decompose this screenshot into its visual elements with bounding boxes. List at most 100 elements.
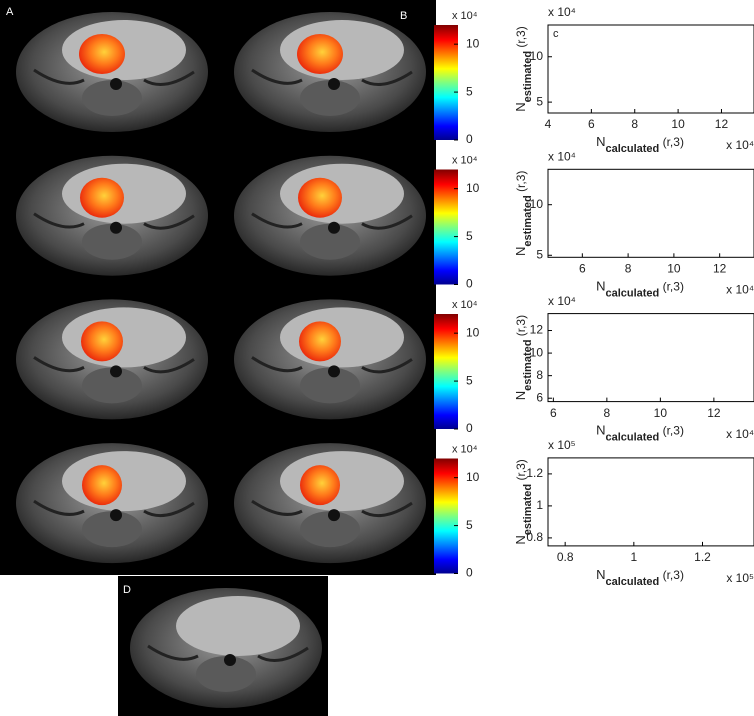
mri-slice — [14, 297, 210, 421]
overlay — [80, 177, 124, 218]
y-multiplier: x 10⁵ — [548, 438, 576, 452]
label-suffix: (r,3) — [659, 568, 684, 582]
colorbar — [434, 169, 458, 285]
y-tick-label: 10 — [466, 470, 480, 484]
x-tick-label: 0.8 — [557, 550, 574, 564]
xlabel: Ncalculated (r,3) — [596, 567, 684, 587]
y-multiplier: x 10⁴ — [548, 5, 576, 19]
label-base: N — [596, 134, 605, 149]
y-tick-label: 6 — [536, 390, 543, 404]
mri-slice — [14, 441, 210, 565]
x-tick-label: 8 — [631, 117, 638, 131]
colorbar — [434, 25, 458, 140]
overlay — [81, 321, 123, 362]
label-sub: estimated — [522, 195, 534, 246]
panel-label: D — [123, 584, 131, 596]
y-tick-label: 5 — [536, 247, 543, 261]
axes-box — [547, 313, 754, 403]
brain — [14, 154, 210, 278]
xlabel: Ncalculated (r,3) — [596, 279, 684, 299]
panel-label: B — [400, 10, 407, 22]
axes-box — [547, 457, 754, 547]
overlay — [297, 34, 343, 74]
overlay — [298, 177, 342, 218]
y-multiplier: x 10⁴ — [548, 149, 576, 163]
ylabel: Nestimated (r,3) — [513, 171, 533, 256]
y-tick-label: 10 — [466, 325, 480, 339]
x-multiplier: x 10⁴ — [726, 138, 754, 152]
x-tick-label: 4 — [545, 117, 552, 131]
y-tick-label: 5 — [466, 373, 473, 387]
label-suffix: (r,3) — [514, 459, 528, 484]
y-tick-label: 0 — [466, 566, 473, 580]
y-tick-label: 1.2 — [526, 466, 543, 480]
label-base: N — [596, 423, 605, 438]
label-sub: calculated — [605, 143, 659, 155]
mri-images — [14, 10, 428, 710]
brain — [232, 297, 428, 421]
brain — [232, 441, 428, 565]
x-tick-label: 8 — [625, 261, 632, 275]
colorbar-multiplier: x 10⁴ — [452, 299, 478, 311]
x-tick-label: 1 — [630, 550, 637, 564]
y-tick-label: 10 — [466, 36, 480, 50]
ylabel: Nestimated (r,3) — [513, 459, 533, 544]
x-multiplier: x 10⁴ — [726, 427, 754, 441]
mri-slice — [128, 586, 324, 710]
y-tick-label: 0 — [466, 132, 473, 146]
y-tick-label: 0.8 — [526, 530, 543, 544]
label-base: N — [513, 102, 528, 111]
label-suffix: (r,3) — [659, 424, 684, 438]
label-base: N — [596, 279, 605, 294]
colorbar — [434, 314, 458, 429]
label-sub: calculated — [605, 576, 659, 588]
x-tick-label: 12 — [713, 261, 727, 275]
label-base: N — [596, 567, 605, 582]
y-tick-label: 0 — [466, 421, 473, 435]
y-tick-label: 5 — [466, 84, 473, 98]
label-suffix: (r,3) — [659, 135, 684, 149]
mri-slice — [232, 10, 428, 134]
y-tick-label: 10 — [530, 49, 544, 63]
colorbar-multiplier: x 10⁴ — [452, 443, 478, 455]
axes-box — [547, 168, 754, 258]
x-tick-label: 6 — [588, 117, 595, 131]
label-sub: estimated — [522, 51, 534, 102]
label-suffix: (r,3) — [514, 315, 528, 340]
overlay — [299, 321, 341, 362]
x-tick-label: 6 — [550, 406, 557, 420]
y-tick-label: 0 — [466, 277, 473, 291]
y-tick-label: 10 — [530, 345, 544, 359]
x-multiplier: x 10⁵ — [726, 571, 754, 585]
label-suffix: (r,3) — [659, 279, 684, 293]
y-multiplier: x 10⁴ — [548, 294, 576, 308]
ylabel: Nestimated (r,3) — [513, 26, 533, 111]
x-tick-label: 10 — [667, 261, 681, 275]
mri-slice — [232, 297, 428, 421]
xlabel: Ncalculated (r,3) — [596, 423, 684, 443]
colorbar-multiplier: x 10⁴ — [452, 154, 478, 166]
y-tick-label: 10 — [530, 197, 544, 211]
y-tick-label: 12 — [530, 323, 544, 337]
panel-label: c — [553, 28, 559, 40]
overlay — [82, 465, 122, 506]
x-tick-label: 8 — [604, 406, 611, 420]
colorbar-multiplier: x 10⁴ — [452, 10, 478, 22]
x-tick-label: 10 — [671, 117, 685, 131]
y-tick-label: 5 — [466, 518, 473, 532]
label-sub: calculated — [605, 287, 659, 299]
brain — [14, 441, 210, 565]
colorbar — [434, 458, 458, 574]
label-base: N — [513, 247, 528, 256]
y-tick-label: 1 — [536, 498, 543, 512]
x-tick-label: 10 — [654, 406, 668, 420]
label-base: N — [513, 535, 528, 544]
y-tick-label: 5 — [466, 229, 473, 243]
y-tick-label: 5 — [536, 94, 543, 108]
overlay — [300, 465, 340, 506]
axes-box — [547, 24, 754, 114]
y-tick-label: 8 — [536, 368, 543, 382]
label-suffix: (r,3) — [514, 26, 528, 51]
mri-slice — [232, 441, 428, 565]
